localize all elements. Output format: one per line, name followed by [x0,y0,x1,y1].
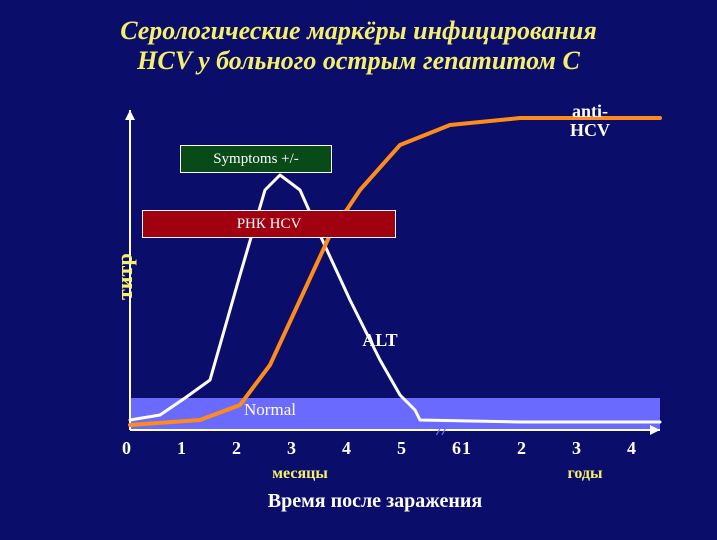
rna-box: РНК HCV [142,210,396,238]
month-tick-1: 1 [177,438,186,459]
alt-label: ALT [350,330,410,351]
month-tick-6: 6 [452,438,461,459]
month-tick-3: 3 [287,438,296,459]
month-tick-4: 4 [342,438,351,459]
symptoms-text: Symptoms +/- [213,151,299,167]
month-tick-2: 2 [232,438,241,459]
y-axis-title: титр [112,253,138,300]
year-tick-1: 1 [462,438,471,459]
slide-root: Серологические маркёры инфицирования HCV… [0,0,717,540]
anti-hcv-label2: HCV [570,120,610,140]
x-axis-title: Время после заражения [200,490,550,513]
month-tick-0: 0 [122,438,131,459]
chart-svg [0,0,717,540]
years-label: годы [555,465,615,483]
year-tick-2: 2 [517,438,526,459]
months-label: месяцы [260,465,340,483]
axis-break-mark: // [437,418,448,441]
symptoms-box: Symptoms +/- [180,145,332,173]
rna-text: РНК HCV [237,216,302,232]
year-tick-3: 3 [572,438,581,459]
anti-hcv-label1: anti- [572,101,608,121]
anti-hcv-label: anti- HCV [560,102,620,140]
normal-band-label: Normal [230,400,310,420]
month-tick-5: 5 [397,438,406,459]
year-tick-4: 4 [627,438,636,459]
